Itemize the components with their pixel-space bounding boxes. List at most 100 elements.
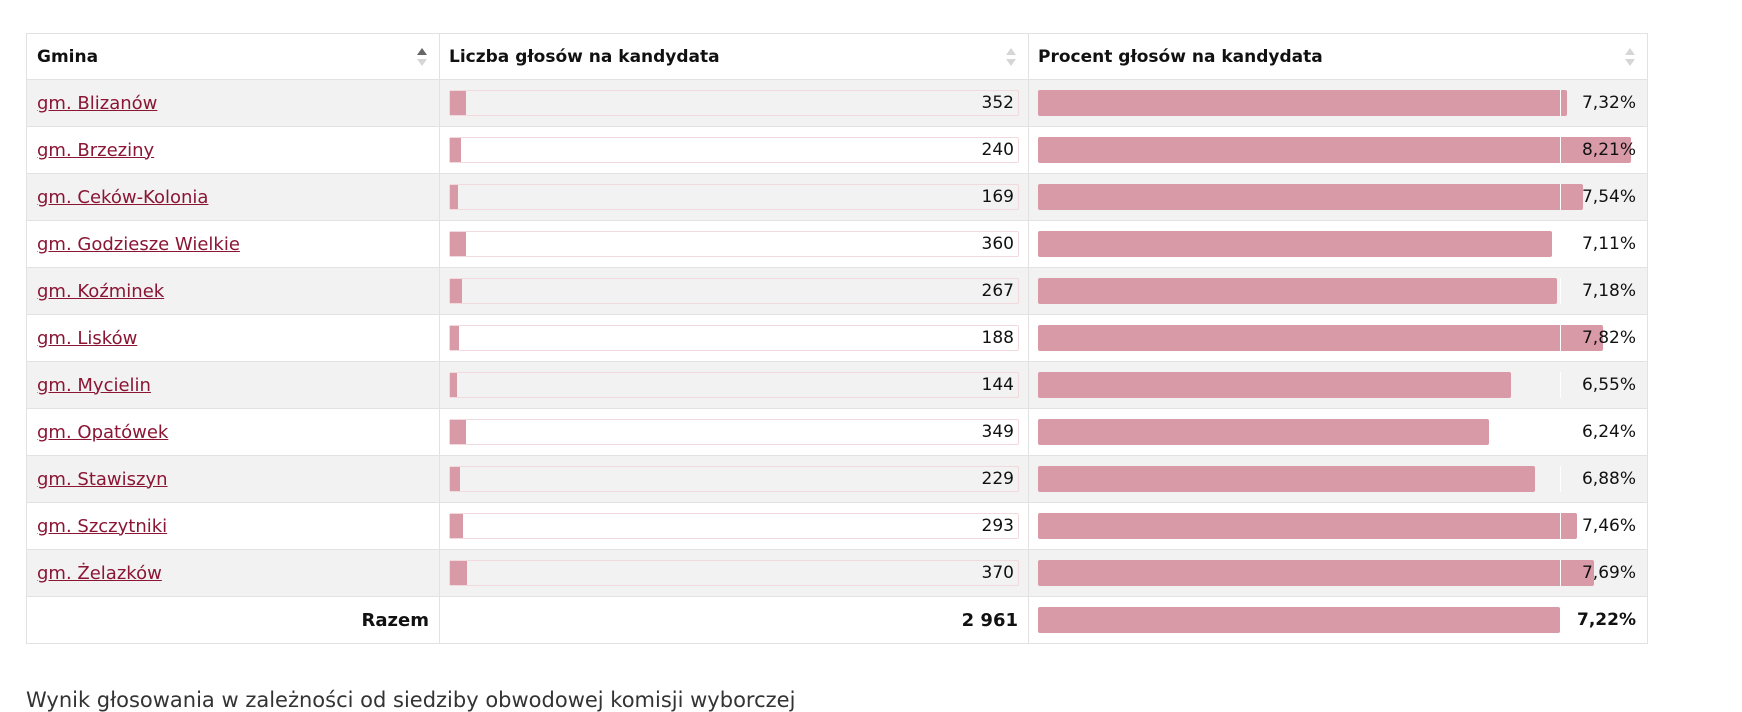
votes-cell: 144 — [440, 362, 1029, 408]
gmina-cell: gm. Koźminek — [27, 268, 440, 314]
percent-bar: 6,55% — [1038, 372, 1638, 398]
table-row: gm. Szczytniki 293 7,46% — [27, 503, 1647, 550]
percent-value: 7,32% — [1581, 93, 1636, 113]
votes-bar: 370 — [449, 560, 1019, 586]
gmina-link[interactable]: gm. Koźminek — [37, 280, 165, 302]
votes-cell: 229 — [440, 456, 1029, 502]
votes-value: 293 — [981, 516, 1014, 536]
table-row: gm. Ceków-Kolonia 169 7,54% — [27, 174, 1647, 221]
percent-bar-fill — [1038, 560, 1594, 586]
percent-bar-fill — [1038, 325, 1604, 351]
votes-bar-fill — [450, 420, 466, 444]
gmina-link[interactable]: gm. Mycielin — [37, 374, 151, 396]
gmina-cell: gm. Godziesze Wielkie — [27, 221, 440, 267]
votes-bar-fill — [450, 561, 467, 585]
gmina-cell: gm. Brzeziny — [27, 127, 440, 173]
table-row: gm. Koźminek 267 7,18% — [27, 268, 1647, 315]
votes-bar: 169 — [449, 184, 1019, 210]
percent-value: 7,54% — [1581, 187, 1636, 207]
gmina-link[interactable]: gm. Godziesze Wielkie — [37, 233, 240, 255]
percent-bar-fill — [1038, 90, 1568, 116]
gmina-link[interactable]: gm. Ceków-Kolonia — [37, 186, 209, 208]
gmina-cell: gm. Ceków-Kolonia — [27, 174, 440, 220]
table-header: Gmina Liczba głosów na kandydata Procent… — [27, 34, 1647, 80]
total-percent-bar: 7,22% — [1038, 607, 1638, 633]
table-row: gm. Mycielin 144 6,55% — [27, 362, 1647, 409]
percent-bar: 6,88% — [1038, 466, 1638, 492]
column-header-label: Gmina — [37, 46, 99, 67]
percent-cell: 7,18% — [1029, 268, 1647, 314]
votes-value: 240 — [981, 140, 1014, 160]
gmina-cell: gm. Mycielin — [27, 362, 440, 408]
votes-bar-fill — [450, 467, 461, 491]
percent-cell: 7,54% — [1029, 174, 1647, 220]
table-row: gm. Żelazków 370 7,69% — [27, 550, 1647, 597]
votes-bar-fill — [450, 232, 467, 256]
table-row: gm. Blizanów 352 7,32% — [27, 80, 1647, 127]
percent-cell: 7,11% — [1029, 221, 1647, 267]
table-row: gm. Godziesze Wielkie 360 7,11% — [27, 221, 1647, 268]
votes-bar-fill — [450, 138, 461, 162]
votes-value: 267 — [981, 281, 1014, 301]
percent-bar-fill — [1038, 137, 1632, 163]
column-header-gmina[interactable]: Gmina — [27, 34, 440, 79]
average-marker — [1559, 90, 1561, 116]
sort-icon[interactable] — [1625, 46, 1635, 68]
sort-icon[interactable] — [417, 46, 427, 68]
votes-value: 349 — [981, 422, 1014, 442]
votes-bar-fill — [450, 91, 466, 115]
percent-value: 7,69% — [1581, 563, 1636, 583]
votes-value: 360 — [981, 234, 1014, 254]
votes-bar-fill — [450, 373, 457, 397]
votes-bar: 229 — [449, 466, 1019, 492]
gmina-link[interactable]: gm. Szczytniki — [37, 515, 168, 537]
gmina-cell: gm. Szczytniki — [27, 503, 440, 549]
percent-bar-fill — [1038, 419, 1490, 445]
votes-bar: 240 — [449, 137, 1019, 163]
column-header-votes[interactable]: Liczba głosów na kandydata — [440, 34, 1029, 79]
column-header-percent[interactable]: Procent głosów na kandydata — [1029, 34, 1647, 79]
percent-cell: 6,88% — [1029, 456, 1647, 502]
percent-cell: 6,55% — [1029, 362, 1647, 408]
column-header-label: Liczba głosów na kandydata — [449, 46, 720, 67]
percent-value: 7,18% — [1581, 281, 1636, 301]
gmina-link[interactable]: gm. Żelazków — [37, 562, 162, 584]
gmina-link[interactable]: gm. Blizanów — [37, 92, 158, 114]
section-heading: Wynik głosowania w zależności od siedzib… — [26, 688, 796, 712]
votes-cell: 349 — [440, 409, 1029, 455]
percent-cell: 7,69% — [1029, 550, 1647, 596]
gmina-cell: gm. Żelazków — [27, 550, 440, 596]
votes-value: 352 — [981, 93, 1014, 113]
percent-bar-fill — [1038, 184, 1584, 210]
total-percent-value: 7,22% — [1577, 610, 1636, 630]
percent-bar: 7,69% — [1038, 560, 1638, 586]
gmina-link[interactable]: gm. Opatówek — [37, 421, 169, 443]
table-row: gm. Brzeziny 240 8,21% — [27, 127, 1647, 174]
percent-value: 7,46% — [1581, 516, 1636, 536]
votes-bar-fill — [450, 514, 464, 538]
average-marker — [1559, 513, 1561, 539]
percent-cell: 6,24% — [1029, 409, 1647, 455]
gmina-cell: gm. Lisków — [27, 315, 440, 361]
votes-cell: 188 — [440, 315, 1029, 361]
percent-value: 6,88% — [1581, 469, 1636, 489]
votes-cell: 240 — [440, 127, 1029, 173]
average-marker — [1559, 372, 1561, 398]
votes-value: 370 — [981, 563, 1014, 583]
percent-bar-fill — [1038, 607, 1560, 633]
percent-bar: 7,46% — [1038, 513, 1638, 539]
votes-bar: 144 — [449, 372, 1019, 398]
average-marker — [1559, 278, 1561, 304]
votes-cell: 360 — [440, 221, 1029, 267]
gmina-link[interactable]: gm. Brzeziny — [37, 139, 155, 161]
votes-bar-fill — [450, 279, 463, 303]
percent-bar-fill — [1038, 466, 1536, 492]
table-body: gm. Blizanów 352 7,32% gm. Brzeziny 240 8,21%… — [27, 80, 1647, 597]
gmina-link[interactable]: gm. Stawiszyn — [37, 468, 168, 490]
percent-bar: 8,21% — [1038, 137, 1638, 163]
percent-value: 8,21% — [1581, 140, 1636, 160]
sort-icon[interactable] — [1006, 46, 1016, 68]
table-row: gm. Opatówek 349 6,24% — [27, 409, 1647, 456]
gmina-link[interactable]: gm. Lisków — [37, 327, 138, 349]
votes-bar: 188 — [449, 325, 1019, 351]
